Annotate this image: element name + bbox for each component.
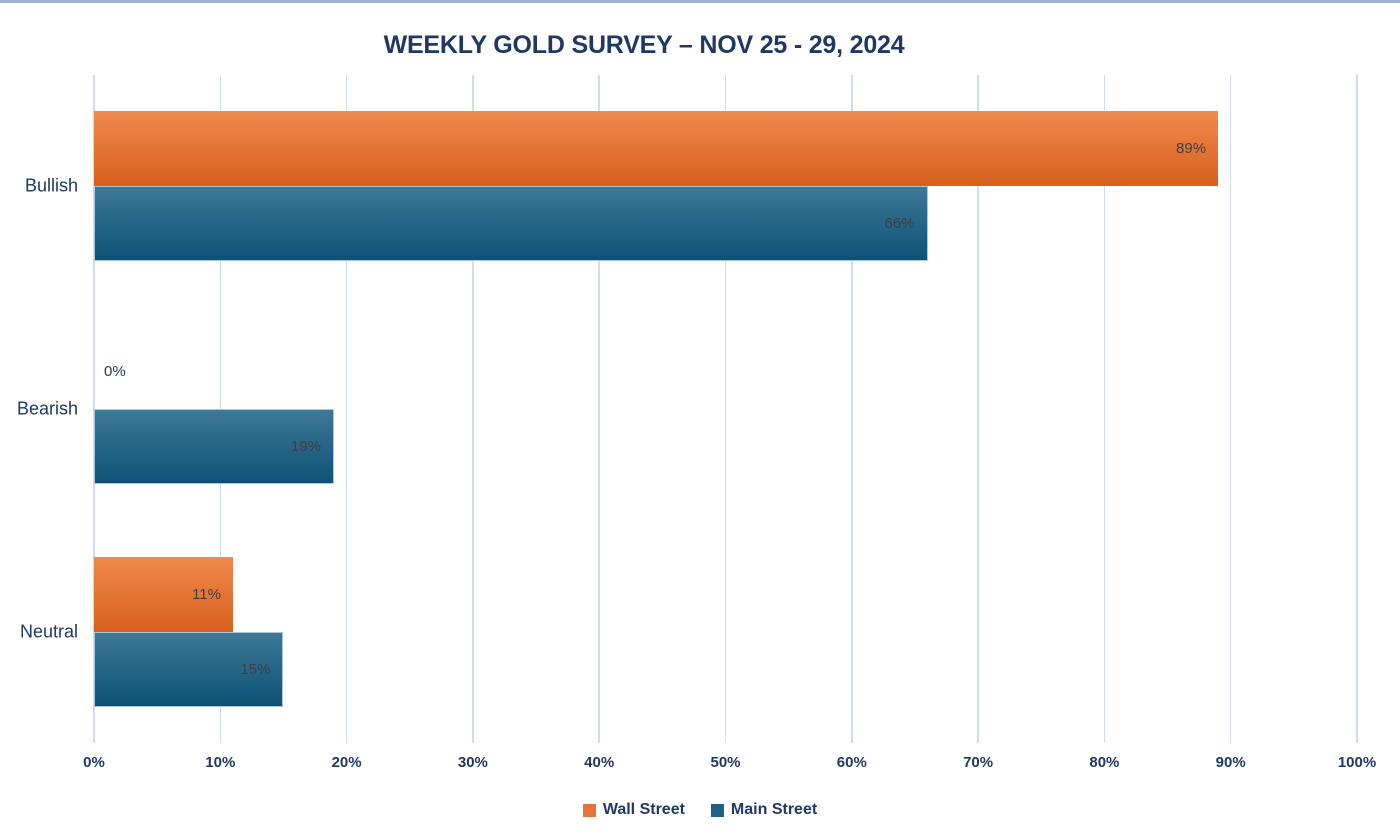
- bars: 89% 66% 0% 19% 11% 15%: [94, 75, 1357, 743]
- x-tick-label: 20%: [331, 754, 362, 771]
- x-tick-label: 30%: [457, 754, 488, 771]
- bar-value-label: 15%: [240, 660, 271, 678]
- legend-label: Wall Street: [602, 801, 685, 818]
- gridline: [472, 75, 474, 743]
- bar-value-label: 0%: [104, 363, 126, 380]
- x-tick-label: 80%: [1089, 754, 1120, 771]
- legend-swatch: [710, 803, 724, 817]
- gridline: [598, 75, 600, 743]
- legend-label: Main Street: [730, 801, 818, 818]
- x-tick-label: 90%: [1215, 754, 1246, 771]
- x-tick-label: 70%: [963, 754, 994, 771]
- x-tick-label: 60%: [836, 754, 867, 771]
- bar-main-street: 66%: [94, 186, 928, 262]
- legend: Wall Street Main Street: [0, 798, 1400, 822]
- bar-main-street: 19%: [94, 409, 334, 484]
- bar-value-label: 66%: [884, 215, 915, 233]
- gridline: [1103, 75, 1106, 743]
- gridline: [345, 75, 348, 743]
- x-tick-label: 0%: [83, 754, 105, 771]
- category-label: Bearish: [16, 398, 78, 419]
- x-axis-ticks: 0% 10% 20% 30% 40% 50% 60% 70% 80% 90% 100%: [83, 754, 1376, 776]
- bar-main-street: 15%: [94, 631, 284, 707]
- bar-wall-street: 89%: [94, 111, 1219, 187]
- gridline: [1229, 75, 1232, 743]
- bar-value-label: 89%: [1176, 140, 1207, 158]
- gridline: [1356, 75, 1358, 743]
- bar-value-label: 19%: [290, 438, 321, 455]
- bar-value-label: 11%: [192, 585, 221, 603]
- category-label: Neutral: [19, 621, 78, 642]
- top-border-line: [0, 0, 1400, 3]
- x-tick-label: 40%: [584, 754, 615, 771]
- chart-title: WEEKLY GOLD SURVEY – NOV 25 - 29, 2024: [383, 31, 905, 59]
- gridline: [851, 75, 853, 743]
- x-tick-label: 10%: [205, 754, 236, 771]
- legend-item: Main Street: [710, 801, 818, 819]
- category-label: Bullish: [24, 175, 78, 196]
- category-labels: Bullish Bearish Neutral: [0, 75, 78, 743]
- gridline: [977, 75, 979, 743]
- legend-swatch: [582, 803, 596, 817]
- plot-area: 89% 66% 0% 19% 11% 15%: [93, 75, 1358, 743]
- legend-item: Wall Street: [582, 801, 685, 819]
- x-tick-label: 100%: [1337, 754, 1377, 771]
- x-tick-label: 50%: [710, 754, 741, 771]
- gridline: [724, 75, 727, 743]
- bar-wall-street: 11%: [94, 556, 233, 632]
